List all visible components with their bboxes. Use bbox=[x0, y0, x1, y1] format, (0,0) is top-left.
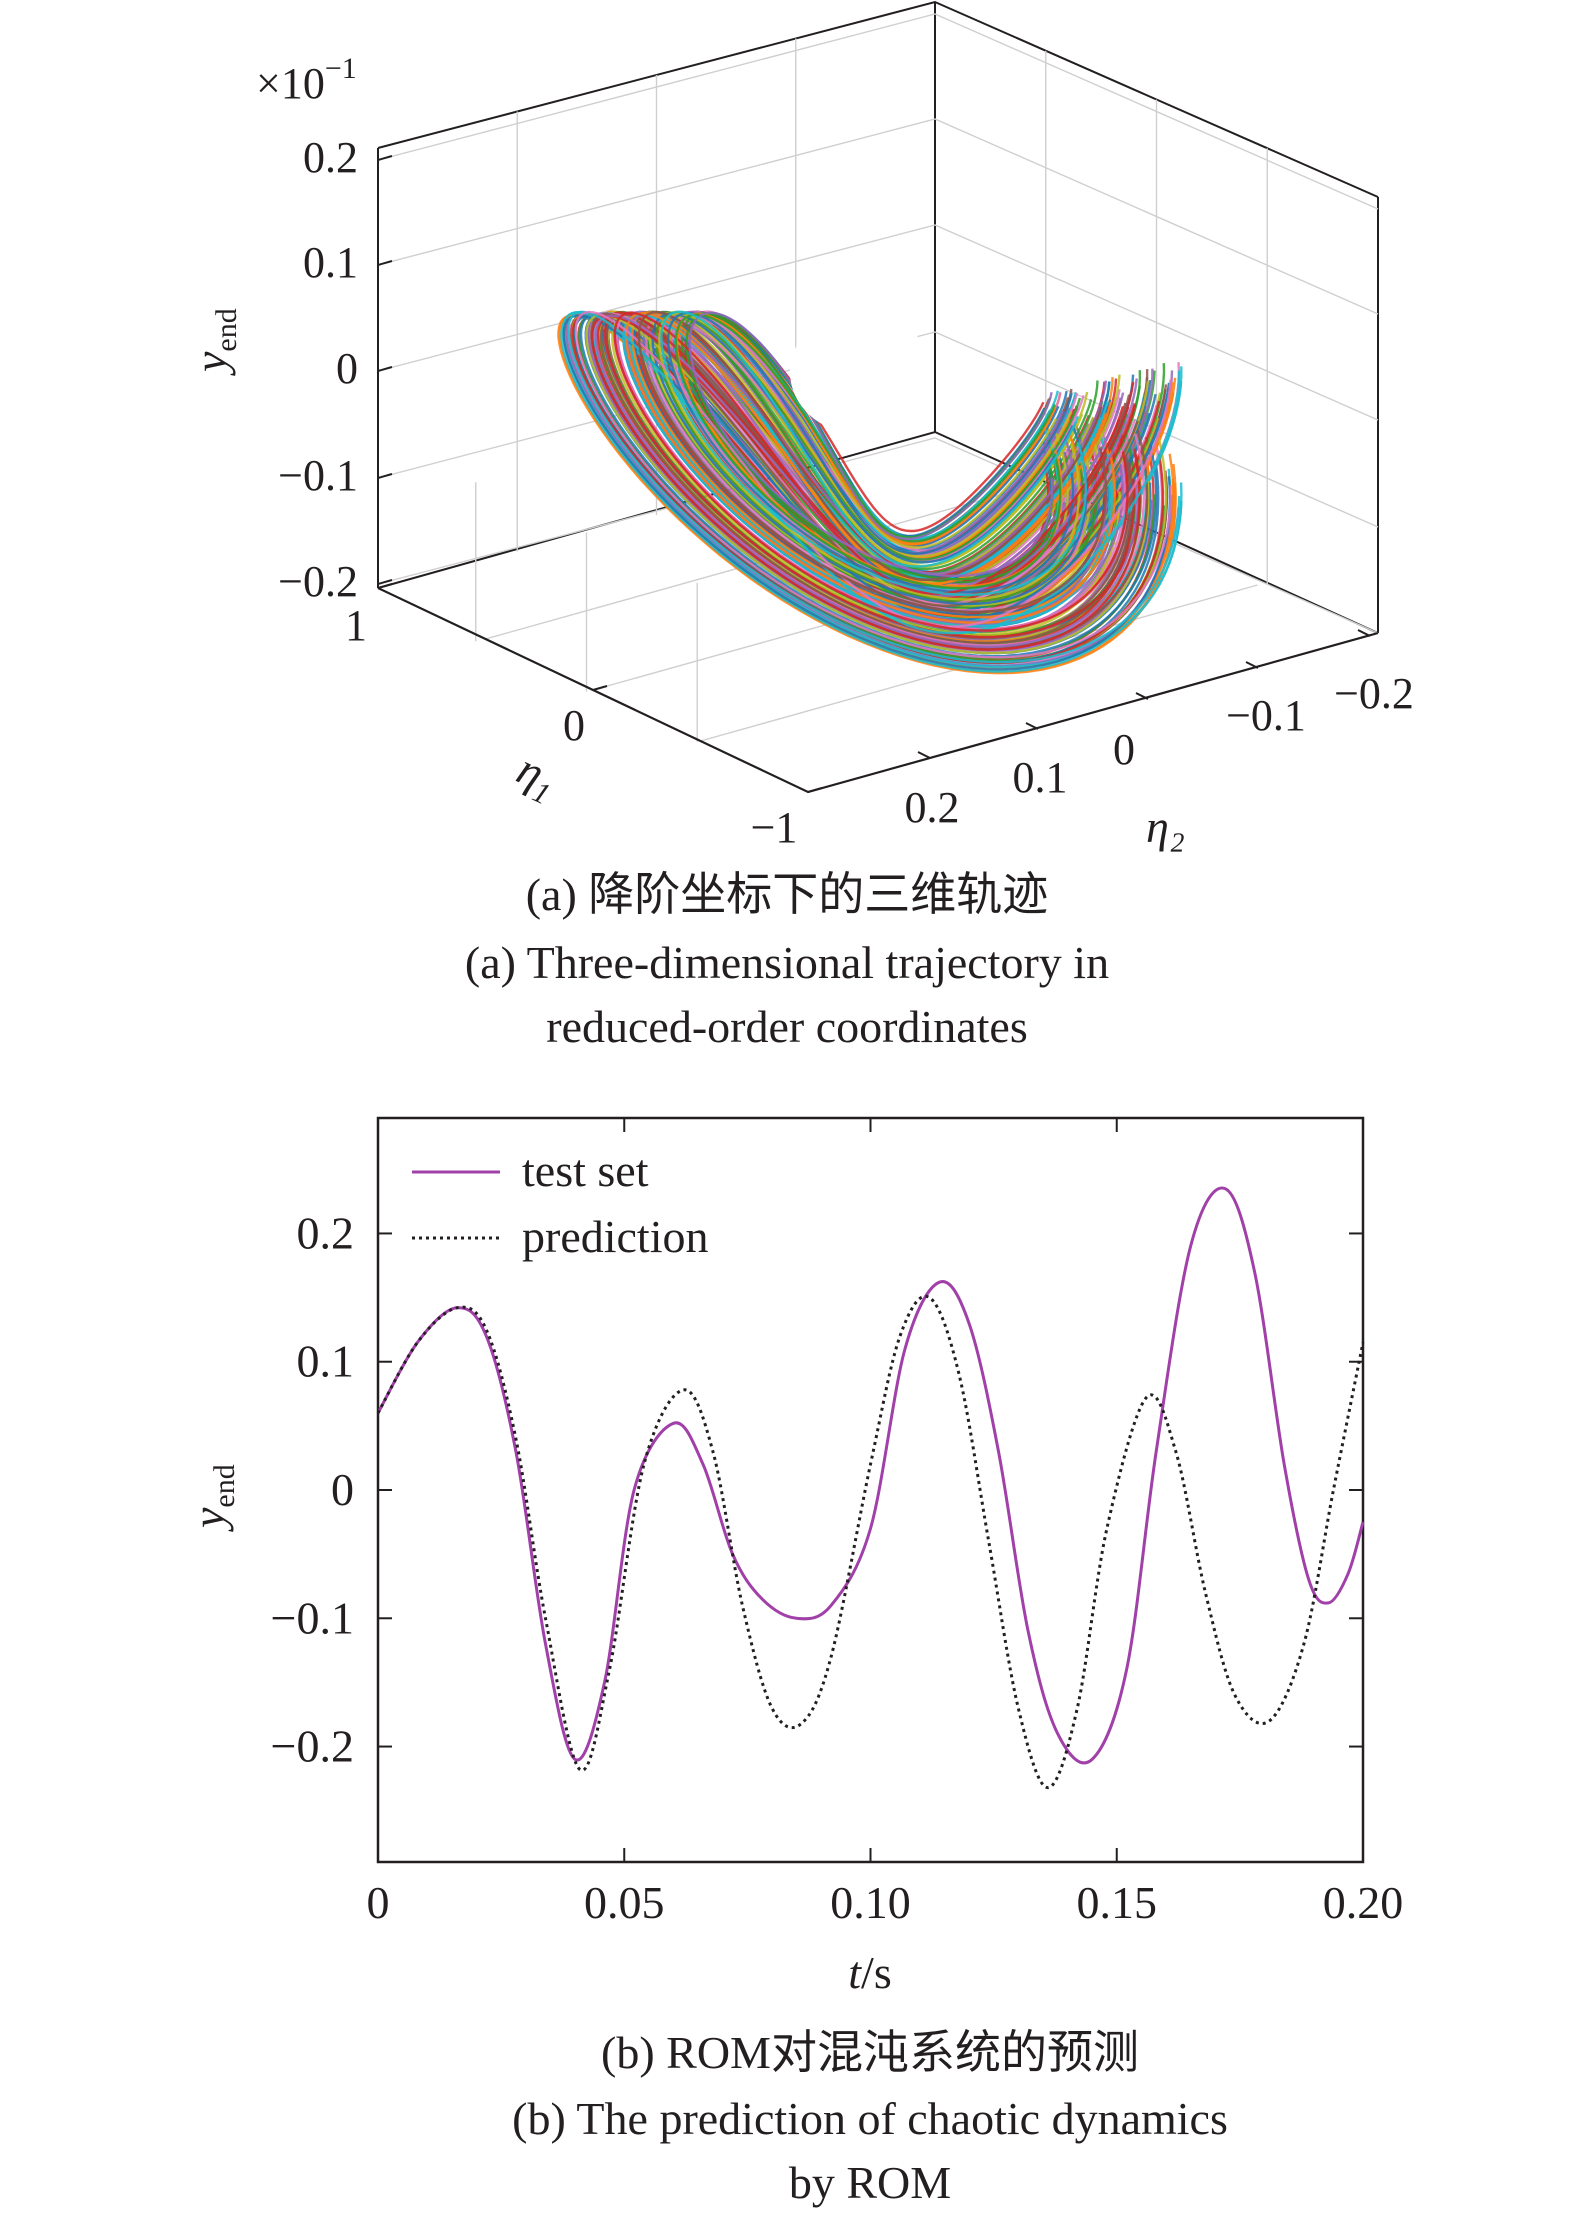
box-back-edges bbox=[377, 0, 1379, 634]
z-tick-mark bbox=[377, 579, 393, 585]
y-tick-label: −0.1 bbox=[271, 1592, 354, 1643]
trajectory-strand bbox=[660, 310, 1088, 597]
z-tick-label: −0.1 bbox=[278, 451, 358, 500]
eta1-tick-mark bbox=[807, 787, 823, 793]
axis-ticks bbox=[377, 155, 1371, 793]
axis-ticks: 0 0.05 0.10 0.15 0.200.20.10−0.1−0.2 bbox=[271, 1118, 1404, 1928]
eta2-tick-mark bbox=[917, 751, 931, 759]
x-tick-label: 0 bbox=[367, 1877, 390, 1928]
x-axis-label-unit: /s bbox=[861, 1947, 892, 1998]
eta1-tick-label: 1 bbox=[345, 601, 367, 650]
z-tick-labels: 0.2 0.1 0 −0.1 −0.2 bbox=[278, 133, 358, 606]
z-tick-label: −0.2 bbox=[278, 557, 358, 606]
caption-a-en-2: reduced-order coordinates bbox=[546, 1001, 1027, 1052]
grid-line bbox=[377, 118, 1379, 315]
series-lines bbox=[376, 1186, 1365, 1790]
z-axis-label-sub: end bbox=[210, 308, 243, 351]
eta2-tick-label: 0.2 bbox=[905, 783, 960, 832]
eta1-tick-mark bbox=[377, 583, 393, 589]
trajectory-strand bbox=[594, 314, 1139, 649]
eta2-tick-mark bbox=[1135, 692, 1149, 700]
chart-3d-trajectory: 0.2 0.1 0 −0.1 −0.2 ×10−1 yend 1 0 −1 η1… bbox=[185, 0, 1414, 1052]
x-tick-label: 0.10 bbox=[830, 1877, 911, 1928]
trajectory-strand bbox=[674, 313, 1062, 590]
z-axis-label-main: y bbox=[185, 351, 236, 376]
eta1-tick-mark bbox=[592, 685, 608, 691]
chart-prediction: 0 0.05 0.10 0.15 0.200.20.10−0.1−0.2 test se… bbox=[183, 1116, 1404, 2208]
eta2-tick-label: −0.1 bbox=[1226, 691, 1306, 740]
eta2-tick-label: 0.1 bbox=[1013, 753, 1068, 802]
z-axis-label: yend bbox=[185, 308, 243, 376]
y-tick-label: −0.2 bbox=[271, 1721, 354, 1772]
grid-line bbox=[377, 437, 1379, 634]
x-tick-label: 0.15 bbox=[1077, 1877, 1158, 1928]
eta2-tick-mark bbox=[1245, 661, 1259, 669]
y-axis-label-main: y bbox=[183, 1507, 234, 1532]
z-tick-mark bbox=[377, 366, 393, 372]
grid-line bbox=[377, 331, 1379, 528]
x-tick-label: 0.20 bbox=[1323, 1877, 1404, 1928]
eta1-tick-label: −1 bbox=[751, 803, 798, 852]
series-line-prediction bbox=[376, 1294, 1365, 1790]
eta2-tick-mark bbox=[1357, 629, 1371, 637]
caption-b-cn: (b) ROM对混沌系统的预测 bbox=[601, 2027, 1139, 2078]
y-axis-label-sub: end bbox=[208, 1464, 241, 1507]
eta2-axis-label: η₂ bbox=[1146, 801, 1185, 852]
eta1-axis-label: η1 bbox=[507, 743, 566, 812]
x-tick-label: 0.05 bbox=[584, 1877, 665, 1928]
caption-a-cn: (a) 降阶坐标下的三维轨迹 bbox=[526, 869, 1049, 920]
grid-line bbox=[377, 13, 1379, 210]
series-line-test-set bbox=[376, 1186, 1365, 1765]
trajectory-strand bbox=[567, 310, 1181, 664]
trajectory-strand bbox=[666, 311, 1075, 594]
trajectory-strand bbox=[688, 311, 1054, 578]
y-tick-label: 0.1 bbox=[297, 1336, 355, 1387]
eta2-tick-label: 0 bbox=[1113, 725, 1135, 774]
z-multiplier-exp: −1 bbox=[325, 52, 357, 85]
z-tick-label: 0.1 bbox=[303, 238, 358, 287]
eta2-tick-label: −0.2 bbox=[1334, 669, 1414, 718]
legend-label-prediction: prediction bbox=[522, 1211, 709, 1262]
eta1-tick-label: 0 bbox=[563, 701, 585, 750]
caption-b-en-1: (b) The prediction of chaotic dynamics bbox=[512, 2093, 1228, 2144]
trajectory-hole bbox=[790, 310, 930, 434]
y-tick-label: 0 bbox=[331, 1464, 354, 1515]
grid-lines bbox=[377, 13, 1379, 742]
z-tick-label: 0 bbox=[336, 344, 358, 393]
legend: test set prediction bbox=[412, 1145, 709, 1262]
caption-a-en-1: (a) Three-dimensional trajectory in bbox=[465, 937, 1109, 988]
z-tick-mark bbox=[377, 260, 393, 266]
z-multiplier: ×10−1 bbox=[256, 52, 357, 108]
y-tick-label: 0.2 bbox=[297, 1207, 355, 1258]
eta2-tick-labels: 0.2 0.1 0 −0.1 −0.2 bbox=[905, 669, 1414, 832]
trajectory-strand bbox=[637, 311, 1108, 614]
x-axis-label: t/s bbox=[848, 1947, 891, 1998]
z-multiplier-base: ×10 bbox=[256, 59, 325, 108]
eta1-tick-labels: 1 0 −1 bbox=[345, 601, 797, 852]
trajectory-lines bbox=[557, 310, 1183, 675]
legend-label-test-set: test set bbox=[522, 1145, 649, 1196]
caption-b-en-2: by ROM bbox=[789, 2157, 951, 2208]
z-tick-mark bbox=[377, 473, 393, 479]
x-axis-label-main: t bbox=[848, 1947, 862, 1998]
z-tick-label: 0.2 bbox=[303, 133, 358, 182]
y-axis-label: yend bbox=[183, 1464, 241, 1532]
eta2-tick-mark bbox=[1025, 722, 1039, 730]
z-tick-mark bbox=[377, 155, 393, 161]
